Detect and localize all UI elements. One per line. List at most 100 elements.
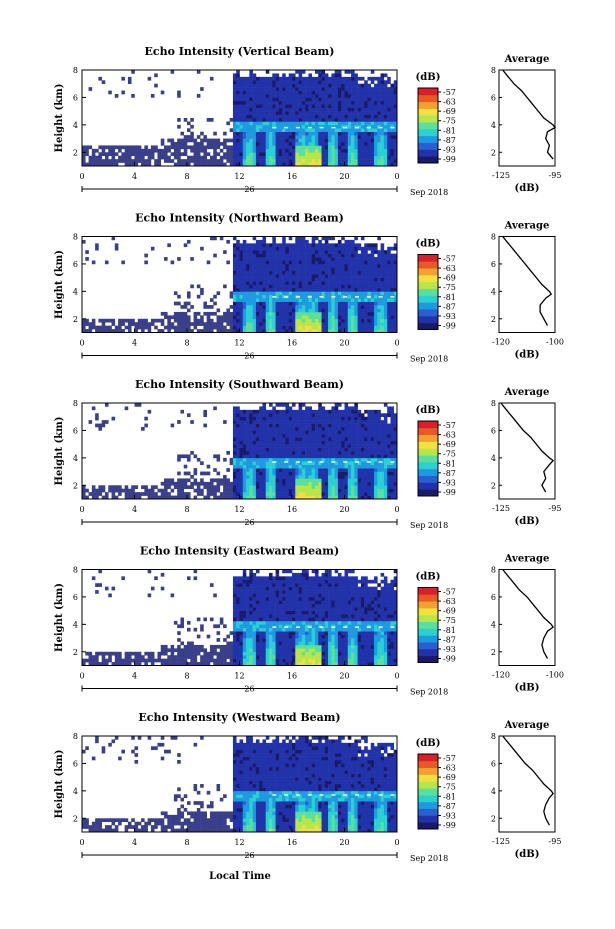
heatmap-cell bbox=[377, 111, 381, 115]
heatmap-cell bbox=[295, 461, 299, 466]
heatmap-cell bbox=[170, 260, 175, 265]
heatmap-cell bbox=[252, 471, 257, 476]
heatmap-cell bbox=[367, 420, 372, 424]
heatmap-cell bbox=[275, 301, 280, 306]
heatmap-cell bbox=[390, 488, 395, 493]
heatmap-cell bbox=[282, 239, 286, 244]
heatmap-cell bbox=[328, 155, 332, 160]
heatmap-cell bbox=[232, 488, 237, 493]
heatmap-cell bbox=[341, 253, 345, 258]
heatmap-cell bbox=[367, 495, 372, 500]
heatmap-cell bbox=[305, 142, 309, 146]
heatmap-cell bbox=[95, 325, 99, 330]
heatmap-cell bbox=[255, 159, 260, 163]
heatmap-cell bbox=[387, 305, 391, 309]
heatmap-cell bbox=[301, 87, 306, 91]
heatmap-cell bbox=[259, 246, 263, 251]
heatmap-cell bbox=[308, 406, 312, 411]
y-axis-label: Height (km) bbox=[54, 84, 65, 153]
heatmap-cell bbox=[305, 107, 309, 112]
heatmap-cell bbox=[380, 246, 385, 251]
heatmap-cell bbox=[282, 274, 286, 278]
heatmap-cell bbox=[265, 148, 270, 153]
heatmap-cell bbox=[311, 447, 316, 452]
heatmap-cell bbox=[357, 457, 362, 462]
heatmap-cell bbox=[298, 114, 303, 119]
heatmap-cell bbox=[285, 457, 290, 462]
heatmap-cell bbox=[367, 315, 372, 320]
heatmap-cell bbox=[314, 318, 319, 323]
heatmap-cell bbox=[255, 464, 260, 469]
heatmap-cell bbox=[393, 495, 398, 500]
heatmap-cell bbox=[111, 329, 116, 333]
heatmap-cell bbox=[98, 159, 102, 163]
heatmap-cell bbox=[157, 318, 162, 323]
heatmap-cell bbox=[101, 162, 106, 167]
heatmap-cell bbox=[252, 454, 257, 459]
heatmap-cell bbox=[360, 162, 365, 167]
heatmap-cell bbox=[147, 322, 152, 326]
heatmap-cell bbox=[331, 406, 335, 411]
colorbar-unit: (dB) bbox=[416, 405, 441, 416]
heatmap-cell bbox=[246, 260, 250, 265]
heatmap-cell bbox=[298, 406, 303, 411]
heatmap-cell bbox=[223, 329, 227, 333]
colorbar-swatch bbox=[418, 156, 438, 164]
heatmap-cell bbox=[370, 246, 375, 251]
heatmap-cell bbox=[347, 270, 352, 275]
heatmap-cell bbox=[265, 76, 270, 81]
heatmap-cell bbox=[285, 430, 290, 435]
heatmap-cell bbox=[328, 468, 332, 472]
heatmap-cell bbox=[288, 409, 293, 414]
heatmap-cell bbox=[383, 447, 388, 452]
heatmap-cell bbox=[334, 478, 339, 483]
heatmap-cell bbox=[347, 114, 352, 119]
heatmap-cell bbox=[282, 267, 286, 272]
heatmap-cell bbox=[216, 495, 221, 500]
heatmap-cell bbox=[364, 277, 368, 282]
heatmap-cell bbox=[364, 243, 368, 248]
heatmap-cell bbox=[311, 481, 316, 486]
heatmap-cell bbox=[255, 291, 260, 296]
chart-title: Echo Intensity (Northward Beam) bbox=[135, 212, 344, 225]
heatmap-cell bbox=[393, 104, 398, 109]
heatmap-cell bbox=[387, 287, 391, 292]
heatmap-cell bbox=[278, 301, 283, 306]
colorbar-label: -57 bbox=[443, 255, 456, 264]
heatmap-cell bbox=[331, 284, 335, 289]
heatmap-cell bbox=[324, 284, 329, 289]
heatmap-cell bbox=[301, 416, 306, 421]
heatmap-cell bbox=[374, 97, 378, 102]
heatmap-cell bbox=[232, 322, 237, 326]
heatmap-cell bbox=[321, 277, 326, 282]
heatmap-cell bbox=[242, 124, 247, 129]
heatmap-cell bbox=[269, 145, 273, 150]
heatmap-cell bbox=[236, 76, 240, 81]
heatmap-cell bbox=[314, 236, 319, 241]
heatmap-cell bbox=[246, 142, 250, 146]
heatmap-cell bbox=[213, 294, 217, 299]
heatmap-cell bbox=[301, 433, 306, 438]
heatmap-cell bbox=[328, 135, 332, 139]
heatmap-cell bbox=[259, 80, 263, 85]
heatmap-cell bbox=[393, 305, 398, 309]
heatmap-cell bbox=[269, 461, 273, 466]
heatmap-cell bbox=[288, 111, 293, 115]
heatmap-cell bbox=[278, 413, 283, 418]
heatmap-cell bbox=[321, 416, 326, 421]
heatmap-cell bbox=[190, 284, 194, 289]
heatmap-cell bbox=[367, 263, 372, 268]
heatmap-cell bbox=[173, 318, 178, 323]
heatmap-cell bbox=[298, 80, 303, 85]
heatmap-cell bbox=[285, 267, 290, 272]
heatmap-cell bbox=[265, 90, 270, 95]
heatmap-cell bbox=[374, 440, 378, 445]
heatmap-cell bbox=[298, 440, 303, 445]
heatmap-cell bbox=[318, 124, 322, 129]
heatmap-cell bbox=[265, 413, 270, 418]
heatmap-cell bbox=[278, 420, 283, 424]
heatmap-cell bbox=[298, 121, 303, 126]
heatmap-cell bbox=[272, 90, 276, 95]
heatmap-cell bbox=[278, 488, 283, 493]
heatmap-cell bbox=[255, 294, 260, 299]
